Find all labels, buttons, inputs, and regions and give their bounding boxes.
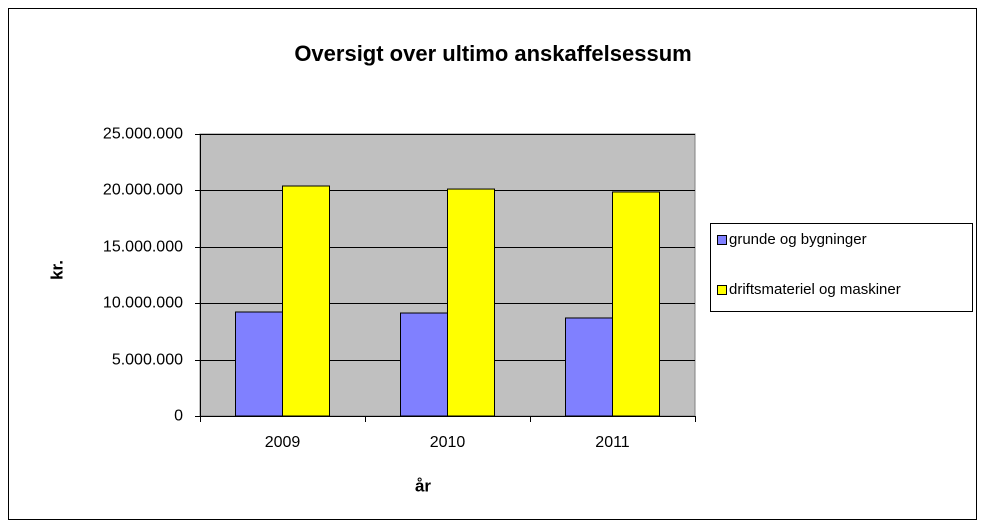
y-tick-label: 5.000.000: [112, 352, 183, 369]
y-tick-label: 10.000.000: [103, 295, 183, 312]
bar: [612, 191, 660, 417]
y-tick-label: 25.000.000: [103, 126, 183, 143]
bar: [282, 185, 330, 417]
y-tick-label: 0: [174, 408, 183, 425]
x-tick-label: 2010: [430, 434, 466, 451]
legend-label: driftsmateriel og maskiner: [729, 281, 901, 298]
bar: [447, 188, 495, 417]
y-tick-label: 15.000.000: [103, 239, 183, 256]
legend: [710, 223, 973, 312]
legend-swatch: [717, 285, 727, 295]
bar: [400, 312, 448, 417]
legend-swatch: [717, 235, 727, 245]
bar: [235, 311, 283, 417]
x-tick-label: 2009: [265, 434, 301, 451]
legend-label: grunde og bygninger: [729, 231, 867, 248]
x-tick-label: 2011: [595, 434, 630, 451]
y-axis-label: kr.: [47, 260, 66, 280]
chart-title: Oversigt over ultimo anskaffelsessum: [294, 41, 691, 66]
x-axis-label: år: [415, 476, 431, 495]
bar: [565, 317, 613, 417]
y-tick-label: 20.000.000: [103, 182, 183, 199]
